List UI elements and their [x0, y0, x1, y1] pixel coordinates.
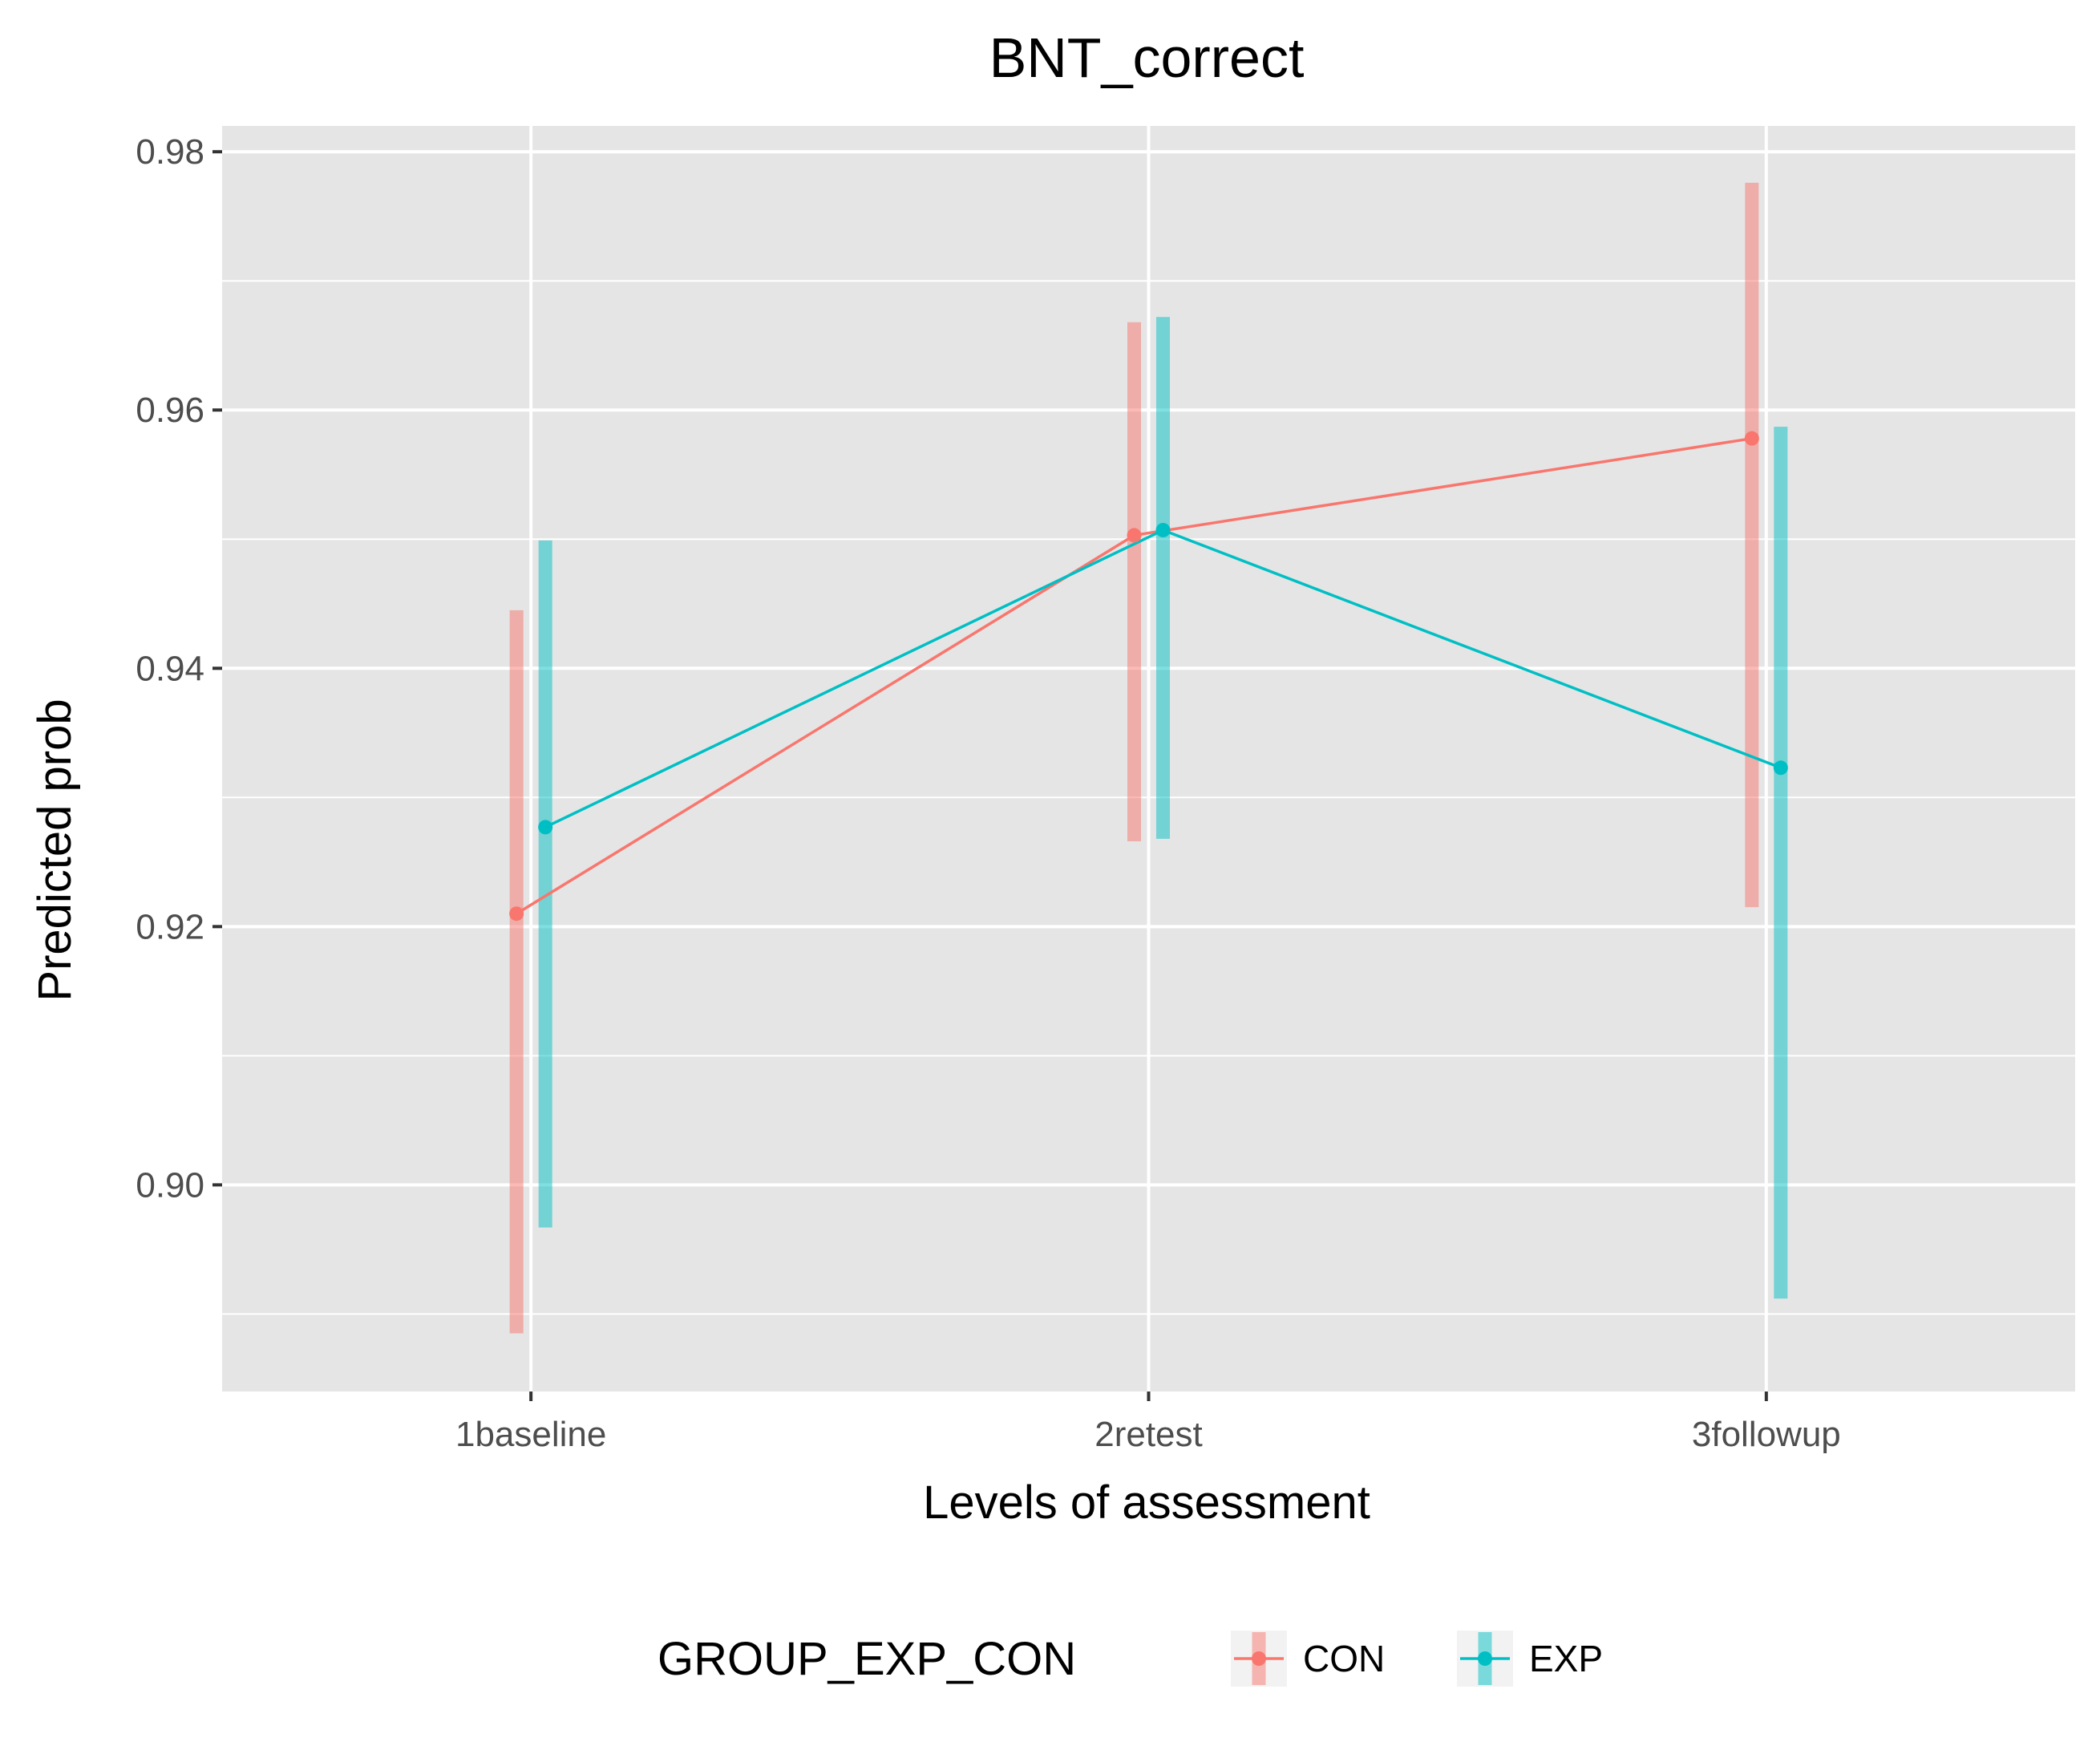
y-tick-label: 0.92	[136, 907, 204, 946]
point-exp	[538, 820, 553, 835]
series-points	[509, 431, 1788, 922]
legend-label-con: CON	[1303, 1638, 1385, 1679]
x-tick-label: 1baseline	[455, 1415, 606, 1454]
y-tick-label: 0.94	[136, 649, 204, 688]
legend-title: GROUP_EXP_CON	[658, 1633, 1076, 1685]
x-tick-label: 3followup	[1692, 1415, 1841, 1454]
point-con	[509, 906, 524, 922]
grid-lines	[222, 126, 2075, 1392]
chart-title: BNT_correct	[989, 26, 1305, 89]
point-exp	[1155, 522, 1171, 537]
y-tick-label: 0.96	[136, 391, 204, 430]
y-tick-label: 0.90	[136, 1165, 204, 1205]
x-tick-label: 2retest	[1095, 1415, 1203, 1454]
y-tick-label: 0.98	[136, 132, 204, 172]
legend-key-point-exp	[1478, 1651, 1492, 1666]
error-bars	[509, 182, 1788, 1334]
point-con	[1744, 431, 1759, 446]
axes: 0.90 0.92 0.94 0.96 0.98 1baseline 2retest 3fol…	[136, 132, 1840, 1454]
point-exp	[1773, 760, 1788, 776]
legend-key-point-con	[1252, 1651, 1266, 1666]
x-axis-title: Levels of assessment	[923, 1477, 1370, 1529]
point-con	[1127, 528, 1142, 543]
legend: GROUP_EXP_CON CON EXP	[658, 1631, 1603, 1687]
legend-label-exp: EXP	[1529, 1638, 1603, 1679]
y-axis-title: Predicted prob	[29, 699, 81, 1001]
